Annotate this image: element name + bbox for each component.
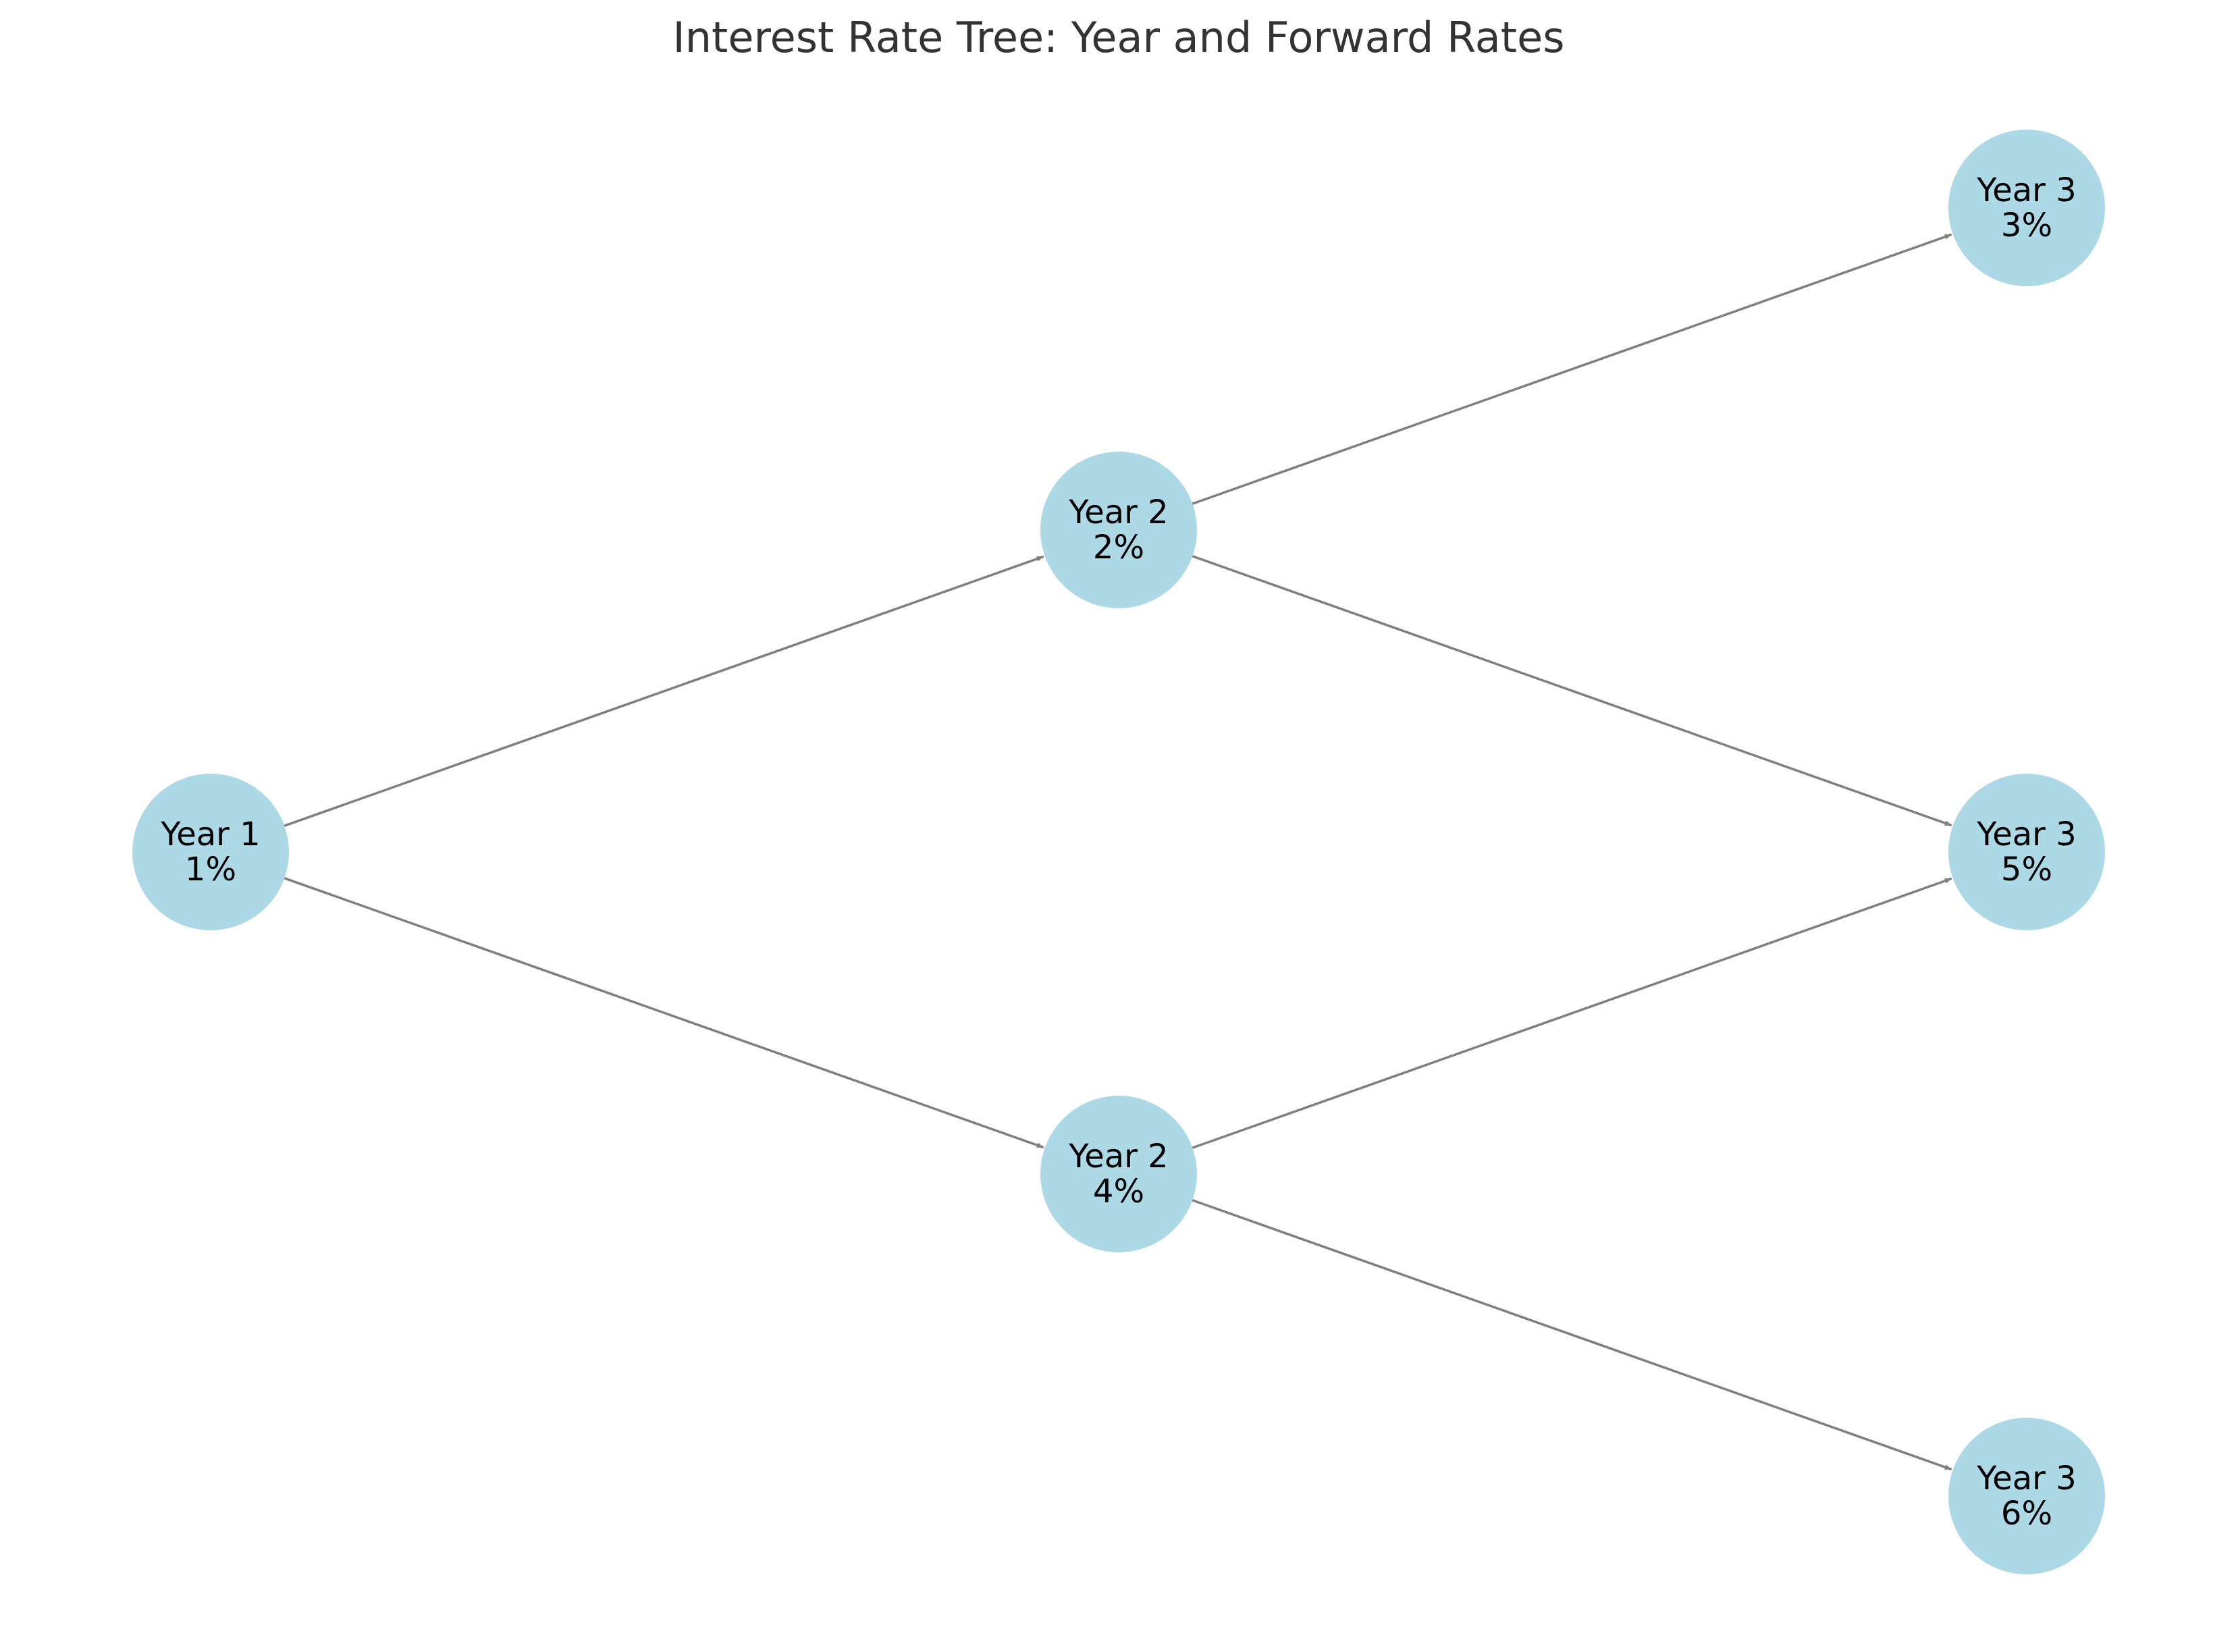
node-year-label: Year 3 [1976, 171, 2076, 209]
tree-node-y3b: Year 35% [1948, 774, 2105, 930]
edge-y2b-to-y3b [1192, 877, 1952, 1149]
node-circle [1948, 774, 2105, 930]
tree-node-y3c: Year 36% [1948, 1418, 2105, 1574]
node-rate-label: 3% [2001, 207, 2052, 244]
node-year-label: Year 2 [1068, 494, 1168, 531]
node-year-label: Year 1 [160, 816, 260, 853]
edge-y1-to-y2b [284, 877, 1044, 1149]
node-year-label: Year 3 [1976, 1460, 2076, 1497]
node-circle [1040, 1096, 1197, 1252]
node-year-label: Year 3 [1976, 816, 2076, 853]
edge-y2b-to-y3c [1192, 1199, 1952, 1471]
edge-y2a-to-y3a [1192, 233, 1952, 505]
node-rate-label: 4% [1093, 1173, 1144, 1210]
tree-node-y1: Year 11% [132, 774, 289, 930]
node-circle [132, 774, 289, 930]
node-circle [1040, 452, 1197, 608]
node-rate-label: 2% [1093, 529, 1144, 566]
edges-layer [284, 233, 1952, 1471]
diagram-title: Interest Rate Tree: Year and Forward Rat… [672, 13, 1564, 62]
tree-node-y2a: Year 22% [1040, 452, 1197, 608]
tree-node-y2b: Year 24% [1040, 1096, 1197, 1252]
node-circle [1948, 130, 2105, 286]
node-rate-label: 5% [2001, 851, 2052, 888]
node-circle [1948, 1418, 2105, 1574]
node-rate-label: 1% [185, 851, 236, 888]
tree-node-y3a: Year 33% [1948, 130, 2105, 286]
edge-y1-to-y2a [284, 555, 1044, 827]
node-year-label: Year 2 [1068, 1138, 1168, 1175]
edge-y2a-to-y3b [1192, 555, 1952, 827]
nodes-layer: Year 11%Year 22%Year 24%Year 33%Year 35%… [132, 130, 2105, 1574]
node-rate-label: 6% [2001, 1495, 2052, 1533]
